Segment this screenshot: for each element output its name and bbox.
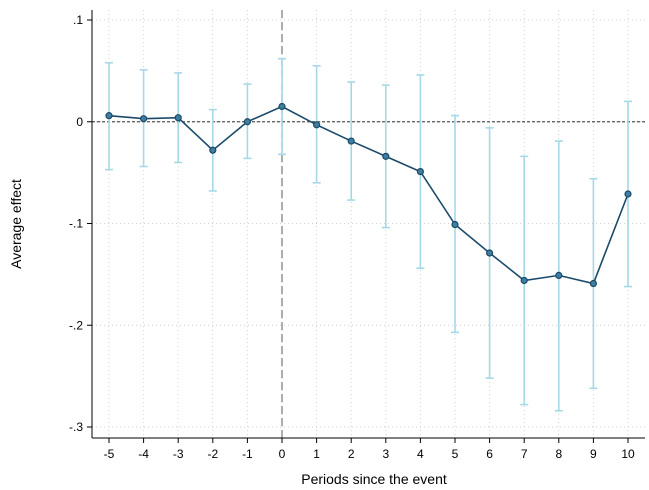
- y-ticks: -.3 -.2 -.1 0 .1: [69, 13, 92, 434]
- x-axis-title: Periods since the event: [301, 471, 447, 487]
- x-tick-label: 2: [348, 447, 355, 461]
- x-tick-label: -4: [138, 447, 149, 461]
- x-tick-label: 6: [486, 447, 493, 461]
- data-point: [451, 220, 459, 229]
- x-tick-label: -2: [207, 447, 218, 461]
- estimate-line: [108, 105, 629, 285]
- x-tick-label: 1: [313, 447, 320, 461]
- x-tick-label: 9: [590, 447, 597, 461]
- y-axis-title: Average effect: [8, 179, 24, 269]
- data-point: [624, 190, 632, 198]
- x-tick-label: 7: [521, 447, 528, 461]
- grid: [92, 10, 645, 438]
- x-tick-label: 10: [621, 447, 635, 461]
- data-point: [555, 271, 563, 279]
- x-tick-label: -1: [242, 447, 253, 461]
- series-line: [108, 105, 629, 285]
- data-point: [382, 152, 390, 160]
- data-point: [174, 114, 182, 122]
- y-tick-label: -.1: [69, 217, 83, 231]
- x-tick-label: -5: [104, 447, 115, 461]
- data-point: [589, 279, 598, 288]
- estimate-points: [105, 102, 632, 288]
- data-point: [313, 121, 321, 129]
- x-tick-label: 3: [382, 447, 389, 461]
- data-point: [520, 276, 528, 285]
- x-tick-label: 8: [555, 447, 562, 461]
- data-point: [140, 115, 148, 123]
- data-point: [243, 118, 251, 126]
- y-tick-label: .1: [73, 13, 83, 27]
- x-tick-label: 4: [417, 447, 424, 461]
- data-point: [347, 137, 355, 145]
- x-ticks: -5 -4 -3 -2 -1 0 1 2 3 4 5 6 7 8 9 10: [104, 438, 635, 461]
- y-tick-label: 0: [76, 115, 83, 129]
- x-tick-label: 5: [452, 447, 459, 461]
- data-point: [486, 249, 494, 257]
- x-tick-label: -3: [173, 447, 184, 461]
- y-tick-label: -.2: [69, 318, 83, 332]
- y-tick-label: -.3: [69, 420, 83, 434]
- data-point: [105, 112, 113, 120]
- data-point: [278, 102, 286, 111]
- data-point: [209, 146, 217, 154]
- data-point: [416, 168, 424, 176]
- confidence-intervals: [105, 57, 632, 412]
- x-tick-label: 0: [279, 447, 286, 461]
- reference-lines: [92, 10, 645, 438]
